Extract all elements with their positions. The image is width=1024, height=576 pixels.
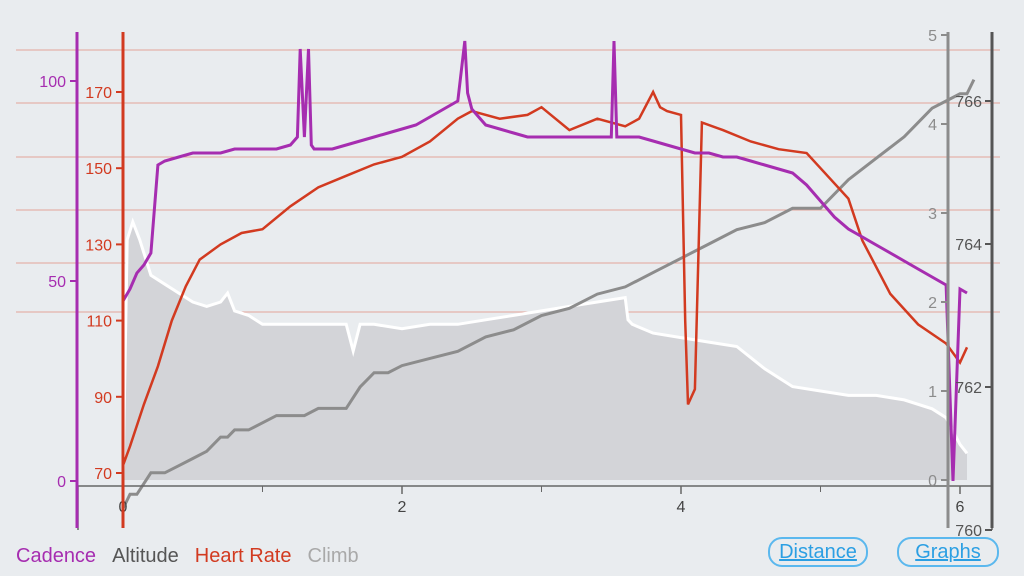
heart-rate-tick-label-170: 170 xyxy=(85,85,112,102)
legend-heart-rate: Heart Rate xyxy=(194,545,292,567)
x-tick-label-2: 2 xyxy=(398,499,407,516)
heart-rate-tick-label-150: 150 xyxy=(85,161,112,178)
cadence-line xyxy=(121,40,968,482)
climb-tick-label-2: 2 xyxy=(928,295,937,312)
distance-button[interactable]: Distance xyxy=(768,537,868,567)
climb-tick-label-1: 1 xyxy=(928,384,937,401)
climb-line xyxy=(121,217,969,481)
heart-rate-gridlines xyxy=(16,49,1000,313)
legend-altitude: Altitude xyxy=(112,545,179,567)
altitude-tick-label-760: 760 xyxy=(955,523,982,536)
axes: 0246050100709011013015017001234576076276… xyxy=(39,28,994,536)
graphs-button[interactable]: Graphs xyxy=(897,537,999,567)
cadence-tick-label-50: 50 xyxy=(48,274,66,291)
heart-rate-line xyxy=(121,89,969,466)
heart-rate-tick-label-130: 130 xyxy=(85,237,112,254)
legend-climb: Climb xyxy=(307,545,359,567)
climb-tick-label-3: 3 xyxy=(928,206,937,223)
x-tick-label-4: 4 xyxy=(677,499,686,516)
climb-area xyxy=(123,221,967,480)
altitude-line xyxy=(121,78,976,510)
altitude-tick-label-766: 766 xyxy=(955,94,982,111)
legend-cadence: Cadence xyxy=(16,545,97,567)
chart-canvas: 0246050100709011013015017001234576076276… xyxy=(16,28,1000,536)
altitude-tick-label-764: 764 xyxy=(955,237,982,254)
legend: Cadence Altitude Heart Rate Climb xyxy=(16,545,359,568)
heart-rate-tick-label-90: 90 xyxy=(94,390,112,407)
cadence-tick-label-0: 0 xyxy=(57,474,66,491)
climb-tick-label-5: 5 xyxy=(928,28,937,45)
cadence-tick-label-100: 100 xyxy=(39,74,66,91)
climb-tick-label-0: 0 xyxy=(928,473,937,490)
altitude-tick-label-762: 762 xyxy=(955,380,982,397)
heart-rate-tick-label-110: 110 xyxy=(86,314,112,331)
x-tick-label-6: 6 xyxy=(956,499,965,516)
heart-rate-tick-label-70: 70 xyxy=(94,466,112,483)
climb-tick-label-4: 4 xyxy=(928,117,937,134)
